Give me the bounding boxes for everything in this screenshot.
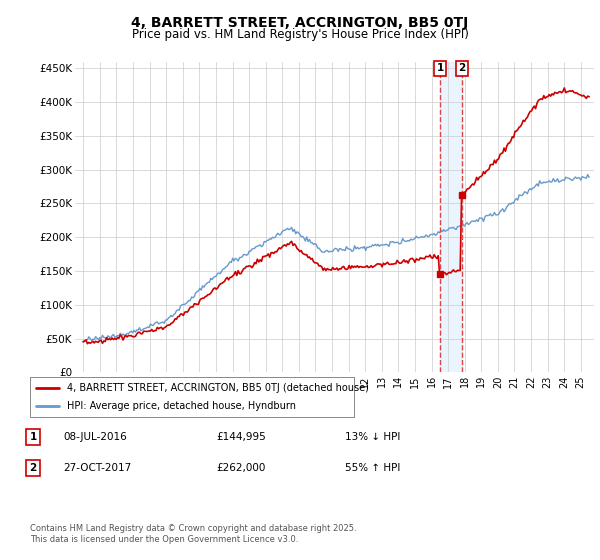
Text: £144,995: £144,995 [216, 432, 266, 442]
Text: £262,000: £262,000 [216, 463, 265, 473]
Text: 4, BARRETT STREET, ACCRINGTON, BB5 0TJ: 4, BARRETT STREET, ACCRINGTON, BB5 0TJ [131, 16, 469, 30]
Text: Contains HM Land Registry data © Crown copyright and database right 2025.
This d: Contains HM Land Registry data © Crown c… [30, 524, 356, 544]
Text: Price paid vs. HM Land Registry's House Price Index (HPI): Price paid vs. HM Land Registry's House … [131, 28, 469, 41]
Bar [440, 62, 462, 372]
Text: 27-OCT-2017: 27-OCT-2017 [63, 463, 131, 473]
Text: 13% ↓ HPI: 13% ↓ HPI [345, 432, 400, 442]
Text: 2: 2 [29, 463, 37, 473]
Text: 2: 2 [458, 63, 466, 73]
Text: 1: 1 [436, 63, 444, 73]
Text: 1: 1 [29, 432, 37, 442]
Text: 08-JUL-2016: 08-JUL-2016 [63, 432, 127, 442]
Text: HPI: Average price, detached house, Hyndburn: HPI: Average price, detached house, Hynd… [67, 402, 296, 411]
Text: 4, BARRETT STREET, ACCRINGTON, BB5 0TJ (detached house): 4, BARRETT STREET, ACCRINGTON, BB5 0TJ (… [67, 383, 369, 393]
Text: 55% ↑ HPI: 55% ↑ HPI [345, 463, 400, 473]
